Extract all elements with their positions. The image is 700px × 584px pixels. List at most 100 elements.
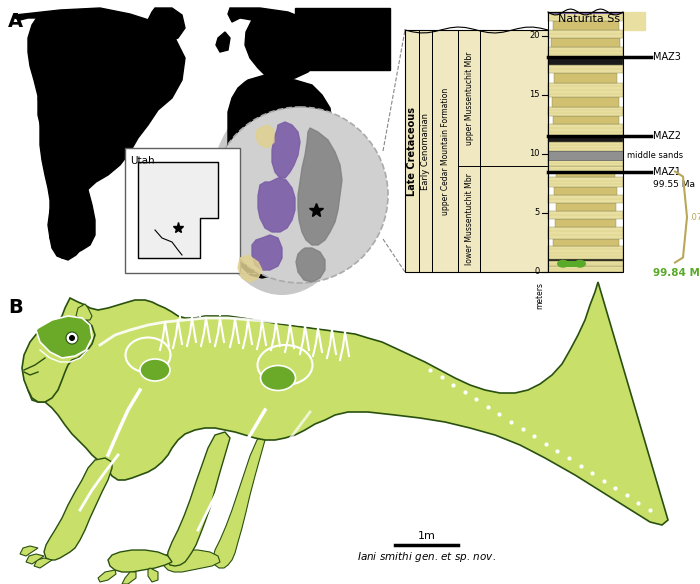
Text: MAZ1: MAZ1 [653, 166, 681, 176]
Text: lower Mussentuchit Mbr: lower Mussentuchit Mbr [465, 173, 473, 265]
Bar [548, 47, 623, 57]
Bar [405, 7, 700, 292]
Polygon shape [36, 316, 92, 358]
Circle shape [69, 335, 75, 341]
Ellipse shape [209, 95, 354, 295]
Bar [548, 211, 623, 219]
Polygon shape [295, 8, 390, 70]
Polygon shape [238, 255, 262, 282]
Bar [548, 266, 623, 272]
Bar [548, 12, 623, 22]
Text: 99.84 Ma: 99.84 Ma [653, 267, 700, 277]
Polygon shape [623, 12, 645, 30]
Ellipse shape [260, 366, 295, 391]
Bar [551, 38, 620, 47]
Polygon shape [216, 32, 230, 52]
Text: 0: 0 [535, 267, 540, 276]
Text: upper Cedar Mountain Formation: upper Cedar Mountain Formation [440, 88, 449, 215]
Bar [548, 166, 623, 172]
Bar [405, 30, 548, 272]
Circle shape [66, 332, 78, 344]
Bar [548, 30, 623, 38]
Bar [554, 187, 617, 195]
Polygon shape [25, 282, 668, 525]
Bar [548, 65, 623, 74]
Text: 99.55 Ma: 99.55 Ma [653, 179, 695, 189]
Bar [548, 262, 623, 266]
Polygon shape [34, 558, 52, 568]
Polygon shape [318, 185, 330, 222]
Bar [548, 151, 623, 160]
Bar [548, 227, 623, 239]
Polygon shape [98, 570, 116, 582]
Polygon shape [148, 8, 185, 42]
Bar [548, 142, 623, 151]
Bar [548, 151, 623, 160]
Bar [552, 116, 619, 124]
Bar [556, 203, 615, 211]
Text: Utah: Utah [130, 156, 155, 166]
Ellipse shape [557, 260, 569, 267]
Text: A: A [8, 12, 23, 31]
Polygon shape [256, 125, 274, 148]
Text: Late Cretaceous: Late Cretaceous [407, 106, 417, 196]
Polygon shape [298, 128, 342, 245]
Polygon shape [252, 235, 282, 270]
Polygon shape [138, 162, 218, 258]
Bar [556, 172, 615, 178]
Text: .07m/Ma: .07m/Ma [689, 213, 700, 221]
Polygon shape [258, 178, 295, 232]
Bar [548, 246, 623, 259]
Text: middle sands: middle sands [627, 151, 683, 160]
Bar [548, 136, 623, 142]
Bar [548, 57, 623, 65]
Text: Naturita Ss: Naturita Ss [558, 14, 620, 24]
Ellipse shape [574, 260, 586, 267]
Polygon shape [167, 432, 230, 566]
Polygon shape [272, 122, 300, 178]
Text: 20: 20 [529, 31, 540, 40]
Bar [548, 12, 623, 14]
Polygon shape [26, 554, 44, 564]
Text: meters: meters [536, 282, 545, 309]
Polygon shape [228, 8, 322, 82]
Polygon shape [15, 8, 185, 260]
Polygon shape [122, 572, 136, 584]
Polygon shape [220, 75, 332, 278]
Bar [548, 160, 623, 166]
Polygon shape [108, 550, 172, 572]
Bar [548, 106, 623, 116]
Text: Early Cenomanian: Early Cenomanian [421, 113, 430, 189]
Bar [552, 239, 619, 246]
Text: MAZ2: MAZ2 [653, 131, 681, 141]
Bar [554, 219, 616, 227]
Polygon shape [213, 435, 265, 568]
Bar [554, 74, 617, 83]
Polygon shape [296, 248, 325, 282]
Polygon shape [22, 318, 95, 402]
Text: $\it{Iani\ smithi}$ gen. et sp. nov.: $\it{Iani\ smithi}$ gen. et sp. nov. [357, 550, 496, 564]
Text: 1m: 1m [418, 531, 435, 541]
Bar [548, 195, 623, 203]
Bar [548, 178, 623, 187]
Circle shape [212, 107, 388, 283]
Ellipse shape [140, 359, 170, 381]
Bar [405, 30, 548, 272]
Text: B: B [8, 298, 22, 317]
Polygon shape [148, 568, 158, 582]
Bar [125, 148, 240, 273]
Bar [548, 259, 623, 262]
Bar [552, 22, 619, 30]
Polygon shape [44, 458, 112, 560]
Text: upper Mussentuchit Mbr: upper Mussentuchit Mbr [465, 51, 473, 144]
Polygon shape [76, 304, 92, 320]
Bar [566, 260, 578, 267]
Text: 10: 10 [529, 150, 540, 158]
Polygon shape [162, 550, 220, 572]
Text: MAZ3: MAZ3 [653, 52, 681, 62]
Bar [548, 12, 623, 272]
Polygon shape [28, 12, 95, 258]
Polygon shape [20, 546, 38, 556]
Bar [552, 97, 620, 106]
Text: 15: 15 [529, 90, 540, 99]
